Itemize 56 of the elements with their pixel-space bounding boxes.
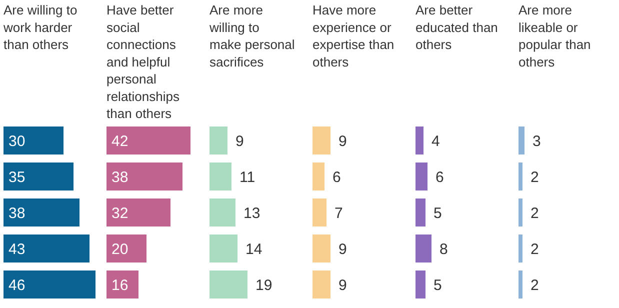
chart-title: Have better social connections and helpful personal relationships than others bbox=[106, 2, 180, 121]
bar bbox=[106, 198, 170, 226]
bar bbox=[4, 234, 90, 262]
bar bbox=[210, 126, 228, 154]
bar bbox=[210, 234, 238, 262]
bar bbox=[106, 126, 190, 154]
data-label: 2 bbox=[530, 241, 539, 258]
chart-title: Are more willing to make personal sacrifices bbox=[208, 2, 295, 70]
chart-title: Are willing to work harder than others bbox=[2, 2, 78, 52]
data-label: 6 bbox=[436, 169, 444, 186]
data-label: 38 bbox=[8, 205, 26, 222]
data-label: 16 bbox=[112, 277, 128, 294]
data-label: 4 bbox=[432, 133, 440, 150]
bar bbox=[4, 162, 74, 190]
data-label: 14 bbox=[246, 241, 262, 258]
bar bbox=[106, 162, 182, 190]
data-label: 43 bbox=[8, 241, 26, 258]
data-label: 7 bbox=[334, 205, 343, 222]
text: Are more likeable or popular than others bbox=[518, 2, 591, 70]
data-label: 5 bbox=[434, 277, 442, 294]
data-label: 46 bbox=[8, 277, 26, 294]
data-label: 2 bbox=[530, 205, 539, 222]
data-label: 9 bbox=[236, 133, 244, 150]
bar bbox=[210, 198, 236, 226]
chart-title: Are better educated than others bbox=[416, 2, 498, 52]
bar bbox=[210, 270, 248, 298]
data-label: 20 bbox=[112, 241, 128, 258]
data-label: 5 bbox=[434, 205, 442, 222]
bar bbox=[106, 270, 138, 298]
data-label: 9 bbox=[338, 133, 347, 150]
bar bbox=[416, 162, 428, 190]
data-label: 19 bbox=[256, 277, 272, 294]
bar bbox=[210, 162, 232, 190]
bar bbox=[416, 198, 426, 226]
data-label: 42 bbox=[112, 133, 128, 150]
bar bbox=[416, 126, 424, 154]
data-label: 35 bbox=[8, 169, 26, 186]
data-label: 2 bbox=[530, 169, 539, 186]
data-label: 30 bbox=[8, 133, 26, 150]
data-label: 3 bbox=[532, 133, 541, 150]
data-label: 6 bbox=[332, 169, 341, 186]
bar bbox=[4, 198, 80, 226]
bar bbox=[106, 234, 146, 262]
chart-title: Have more experience or expertise than others bbox=[312, 2, 394, 70]
bar bbox=[4, 126, 64, 154]
bar bbox=[416, 270, 426, 298]
data-label: 13 bbox=[244, 205, 260, 222]
data-label: 2 bbox=[530, 277, 539, 294]
bar bbox=[416, 234, 432, 262]
data-label: 38 bbox=[112, 169, 128, 186]
data-label: 32 bbox=[112, 205, 128, 222]
bar bbox=[4, 270, 96, 298]
data-label: 9 bbox=[338, 277, 347, 294]
data-label: 11 bbox=[240, 169, 256, 186]
data-label: 8 bbox=[440, 241, 448, 258]
data-label: 9 bbox=[338, 241, 347, 258]
